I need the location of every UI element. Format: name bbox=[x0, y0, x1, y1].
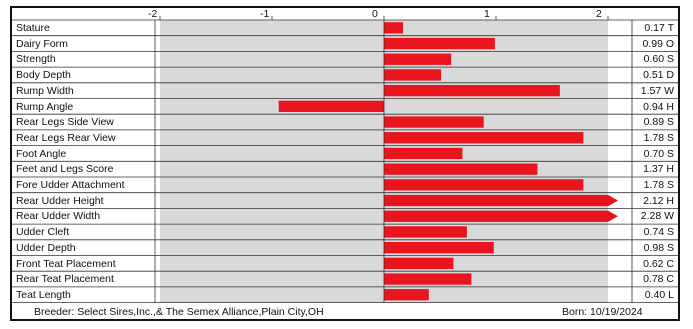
bar bbox=[384, 289, 429, 301]
bar bbox=[384, 69, 442, 81]
bar bbox=[384, 273, 472, 285]
trait-label: Body Depth bbox=[16, 69, 71, 82]
bar bbox=[384, 242, 494, 254]
trait-label: Rear Udder Height bbox=[16, 194, 104, 207]
trait-value: 0.40 L bbox=[644, 288, 674, 301]
bar-overflow-arrow bbox=[608, 194, 618, 207]
tick-label: 1 bbox=[484, 8, 490, 20]
tick-label: 2 bbox=[596, 8, 602, 20]
trait-value: 0.99 O bbox=[642, 37, 674, 50]
trait-value: 2.12 H bbox=[643, 194, 674, 207]
bar bbox=[384, 53, 452, 65]
trait-label: Feet and Legs Score bbox=[16, 163, 114, 176]
trait-label: Stature bbox=[16, 22, 50, 34]
trait-label: Rear Legs Side View bbox=[16, 116, 114, 129]
bar bbox=[384, 179, 584, 191]
trait-value: 0.70 S bbox=[643, 147, 674, 160]
tick-label: 0 bbox=[372, 8, 378, 20]
trait-value: 0.17 T bbox=[644, 22, 674, 34]
tick-label: -1 bbox=[260, 8, 269, 20]
trait-label: Rump Width bbox=[16, 84, 74, 97]
trait-value: 0.60 S bbox=[643, 53, 674, 66]
trait-value: 0.89 S bbox=[643, 116, 674, 129]
bar bbox=[384, 37, 495, 50]
trait-label: Rump Angle bbox=[16, 100, 74, 113]
trait-value: 0.94 H bbox=[643, 100, 674, 113]
bar-overflow-arrow bbox=[608, 210, 618, 222]
chart-svg: -2 -1 0 1 2 bbox=[12, 8, 678, 304]
trait-value: 2.28 W bbox=[640, 210, 674, 223]
trait-label: Rear Udder Width bbox=[16, 210, 101, 223]
bar bbox=[384, 163, 538, 175]
bar bbox=[278, 100, 384, 112]
born-text: Born: 10/19/2024 bbox=[562, 306, 643, 318]
bar bbox=[384, 22, 404, 34]
trait-value: 1.57 W bbox=[640, 84, 674, 97]
trait-value: 0.78 C bbox=[643, 273, 674, 286]
trait-value: 1.37 H bbox=[643, 163, 674, 176]
trait-value: 0.51 D bbox=[643, 69, 674, 82]
bar bbox=[384, 116, 484, 128]
bar bbox=[384, 226, 467, 238]
trait-value: 1.78 S bbox=[643, 131, 674, 144]
trait-value: 1.78 S bbox=[643, 179, 674, 191]
trait-value: 0.62 C bbox=[643, 257, 674, 270]
trait-label: Teat Length bbox=[16, 288, 71, 301]
bar bbox=[384, 194, 608, 207]
linear-trait-chart: -2 -1 0 1 2 Stature Dairy Form Strength Body De… bbox=[10, 6, 680, 321]
bar bbox=[384, 85, 560, 97]
trait-label: Fore Udder Attachment bbox=[16, 179, 125, 191]
trait-value: 0.98 S bbox=[643, 241, 674, 254]
bar bbox=[384, 132, 584, 144]
trait-value: 0.74 S bbox=[643, 226, 674, 239]
trait-label: Dairy Form bbox=[16, 37, 68, 50]
trait-label: Rear Legs Rear View bbox=[16, 131, 116, 144]
trait-label: Foot Angle bbox=[16, 147, 67, 160]
trait-label: Udder Depth bbox=[16, 241, 76, 254]
trait-label: Rear Teat Placement bbox=[16, 273, 114, 286]
bar bbox=[384, 257, 454, 269]
trait-label: Udder Cleft bbox=[16, 226, 70, 239]
trait-label: Front Teat Placement bbox=[16, 257, 116, 270]
trait-label: Strength bbox=[16, 53, 56, 66]
breeder-text: Breeder: Select Sires,Inc.,& The Semex A… bbox=[34, 306, 324, 318]
bar bbox=[384, 147, 463, 160]
bar bbox=[384, 210, 608, 222]
tick-label: -2 bbox=[148, 8, 157, 20]
